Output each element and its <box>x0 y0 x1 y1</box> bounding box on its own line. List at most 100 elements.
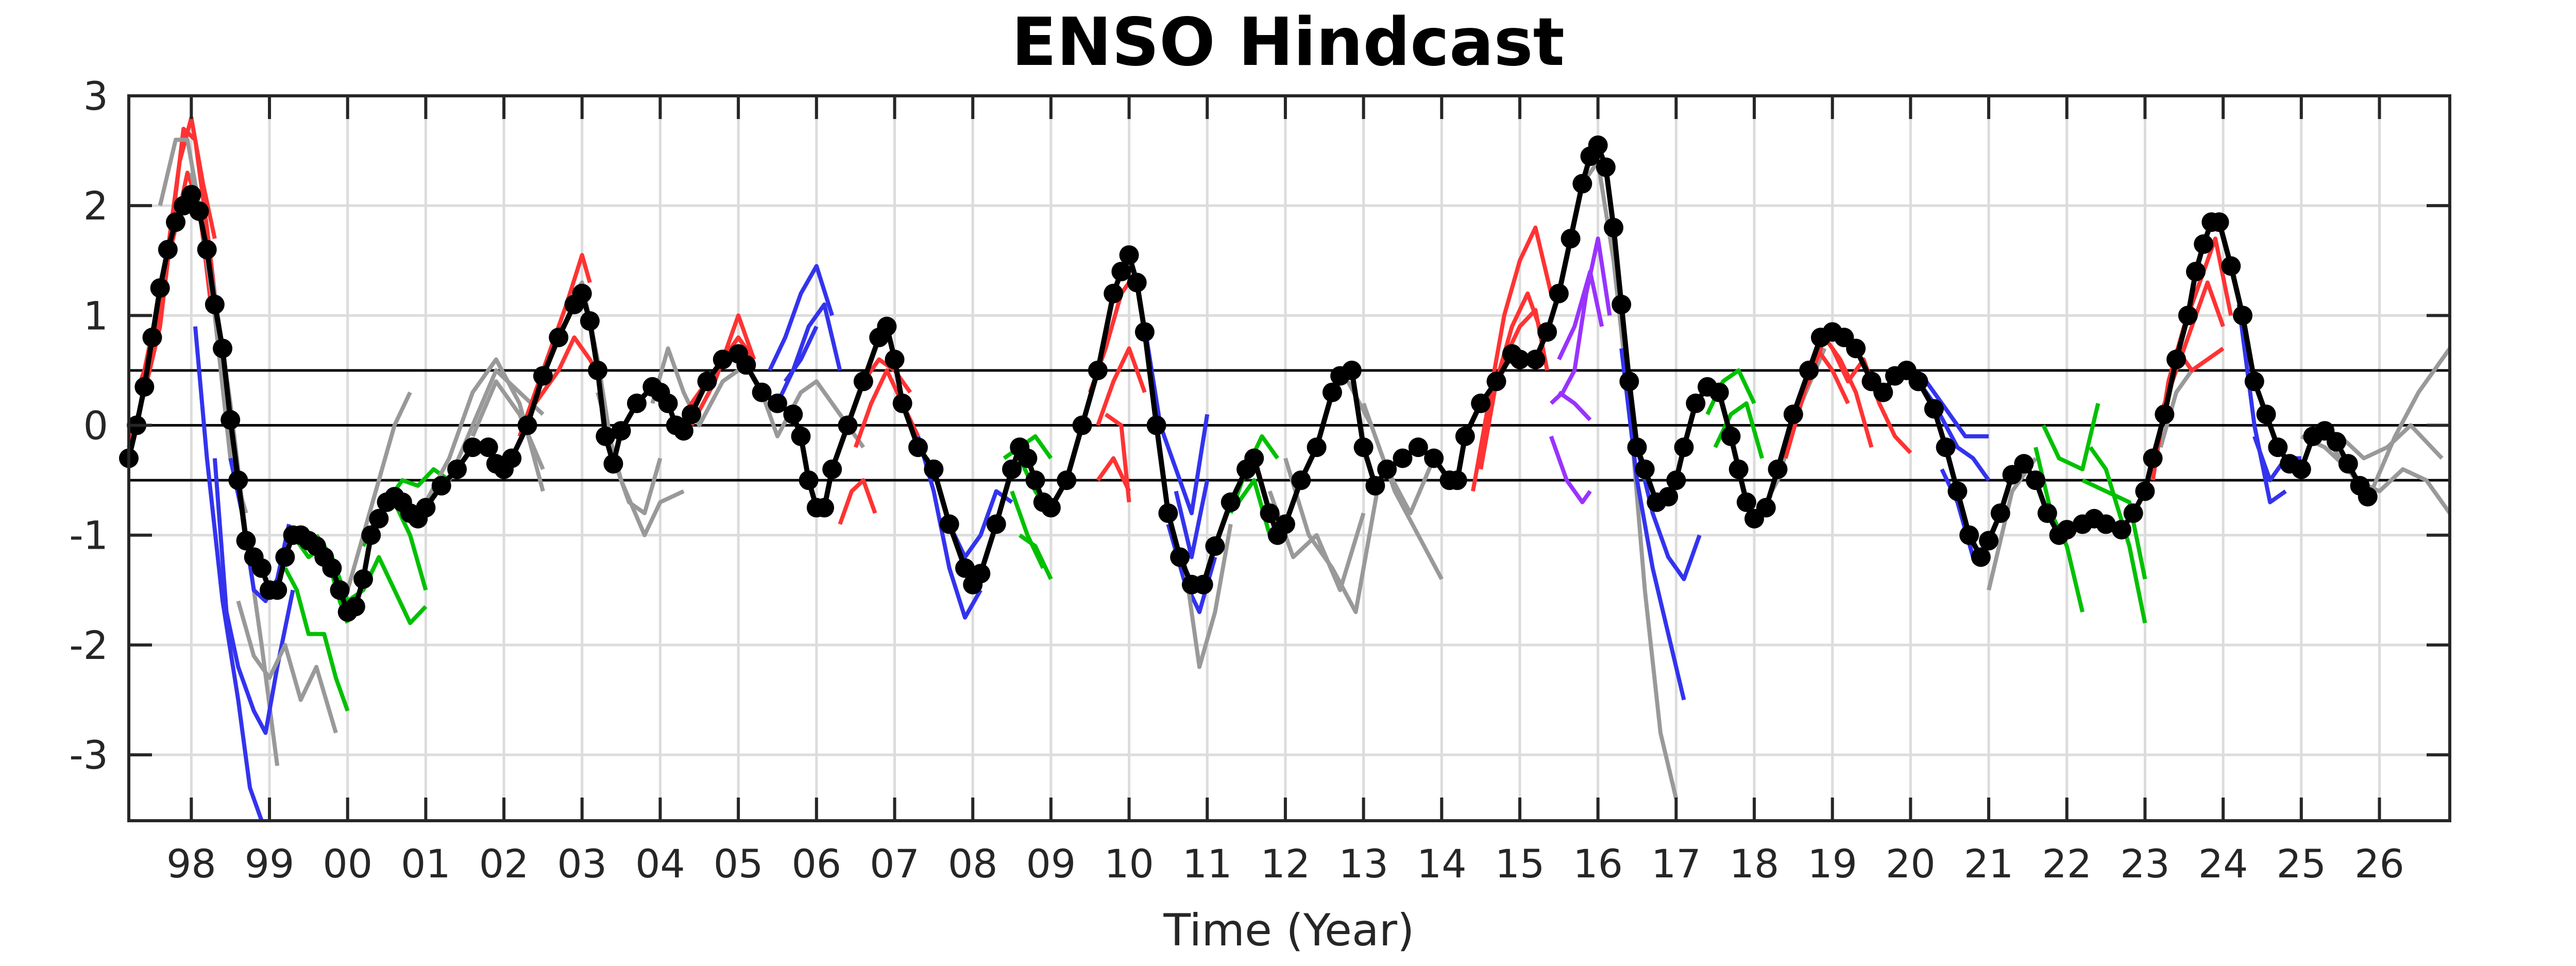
reference-lines <box>129 369 2450 482</box>
y-tick-label: 0 <box>83 403 108 449</box>
observed-point <box>181 184 201 205</box>
observed-point <box>603 454 623 474</box>
observed-point <box>814 498 834 518</box>
observed-point <box>2037 503 2057 523</box>
forecast-line-green <box>1018 533 1053 580</box>
observed-point <box>1424 448 1444 468</box>
observed-point <box>892 393 912 413</box>
observed-point <box>2143 448 2163 468</box>
observed-point <box>783 404 803 425</box>
x-tick-label: 08 <box>948 841 998 887</box>
observed-point <box>517 415 537 435</box>
observed-point <box>596 426 616 446</box>
x-tick-label: 06 <box>791 841 841 887</box>
forecast-line-grey <box>236 600 338 734</box>
observed-point <box>549 328 569 347</box>
observed-point <box>1709 382 1729 402</box>
observed-point <box>1193 574 1213 595</box>
observed-point <box>1221 492 1241 512</box>
observed-point <box>431 476 451 496</box>
observed-point <box>1291 470 1311 490</box>
observed-point <box>2268 437 2288 457</box>
x-tick-label: 99 <box>245 841 295 887</box>
observed-point <box>251 558 272 578</box>
observed-point <box>197 240 217 260</box>
observed-point <box>1728 459 1749 479</box>
y-tick-label: -2 <box>69 622 108 668</box>
forecast-line-green <box>283 567 350 712</box>
observed-point <box>658 393 678 413</box>
observed-point <box>1307 437 1327 457</box>
forecast-line-purple <box>1549 435 1592 504</box>
x-tick-label: 15 <box>1495 841 1545 887</box>
observed-point <box>2026 470 2046 490</box>
observed-point <box>673 421 693 441</box>
x-tick-label: 11 <box>1182 841 1232 887</box>
observed-point <box>713 349 733 369</box>
x-tick-label: 22 <box>2042 841 2092 887</box>
forecast-line-grey <box>596 392 685 537</box>
observed-point <box>1342 360 1362 380</box>
observed-point <box>971 564 991 584</box>
observed-point <box>1990 503 2010 523</box>
observed-point <box>1947 481 1968 501</box>
forecast-line-grey <box>470 379 545 470</box>
observed-point <box>2327 432 2347 452</box>
observed-point <box>416 498 436 518</box>
observed-point <box>611 421 631 441</box>
observed-point <box>1612 295 1632 315</box>
observed-point <box>1873 382 1893 402</box>
x-tick-label: 25 <box>2276 841 2326 887</box>
forecast-line-red <box>1096 346 1147 426</box>
observed-point <box>2166 349 2187 369</box>
x-tick-label: 98 <box>166 841 216 887</box>
observed-point <box>1908 371 1928 392</box>
observed-point <box>1447 470 1467 490</box>
observed-point <box>1408 437 1428 457</box>
x-tick-label: 00 <box>323 841 372 887</box>
observed-point <box>986 514 1006 534</box>
observed-point <box>369 509 389 529</box>
x-tick-label: 19 <box>1807 841 1857 887</box>
observed-point <box>1322 382 1342 402</box>
observed-point <box>1510 349 1530 369</box>
observed-point <box>1799 360 1819 380</box>
observed-point <box>2194 234 2214 254</box>
observed-point <box>1146 415 1166 435</box>
y-tick-label: 1 <box>83 293 108 338</box>
observed-point <box>1549 283 1569 303</box>
observed-point <box>1561 229 1581 249</box>
observed-point <box>1275 514 1295 534</box>
observed-point <box>2244 371 2264 392</box>
observed-point <box>626 393 647 413</box>
observed-point <box>2111 520 2131 540</box>
x-axis-label: Time (Year) <box>1163 905 1415 956</box>
observed-point <box>1471 393 1491 413</box>
observed-point <box>322 558 342 578</box>
observed-point <box>1619 371 1639 392</box>
forecast-line-blue <box>1142 326 1210 516</box>
forecast-line-red <box>1096 456 1131 493</box>
observed-point <box>924 459 944 479</box>
observed-point <box>236 531 256 551</box>
observed-point <box>822 459 842 479</box>
observed-point <box>1666 470 1686 490</box>
observed-point <box>1756 498 1776 518</box>
x-tick-label: 24 <box>2198 841 2248 887</box>
observed-point <box>1170 547 1190 567</box>
observed-point <box>1104 283 1124 303</box>
observed-point <box>1025 470 1045 490</box>
grid <box>129 94 2450 821</box>
observed-point <box>2256 404 2276 425</box>
forecast-line-grey <box>1283 457 1381 614</box>
forecast-line-blue <box>212 458 295 735</box>
observed-point <box>1603 217 1623 238</box>
x-tick-label: 16 <box>1573 841 1623 887</box>
x-tick-label: 21 <box>1964 841 2014 887</box>
observed-point <box>533 366 553 386</box>
forecast-line-blue <box>1619 348 1686 701</box>
forecast-line-purple <box>1557 269 1604 361</box>
observed-point <box>2014 454 2034 474</box>
observed-point <box>1627 437 1647 457</box>
